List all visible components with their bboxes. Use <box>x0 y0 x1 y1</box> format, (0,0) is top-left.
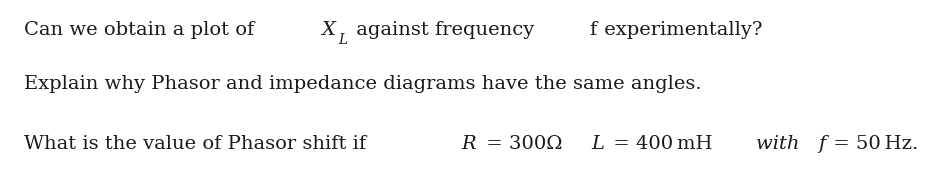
Text: Explain why Phasor and impedance diagrams have the same angles.: Explain why Phasor and impedance diagram… <box>24 75 701 93</box>
Text: f: f <box>589 21 595 39</box>
Text: experimentally?: experimentally? <box>597 21 762 39</box>
Text: X: X <box>321 21 334 39</box>
Text: R: R <box>461 135 475 153</box>
Text: against frequency: against frequency <box>350 21 540 39</box>
Text: = 50 Hz.: = 50 Hz. <box>826 135 917 153</box>
Text: = 300Ω: = 300Ω <box>479 135 568 153</box>
Text: = 400 mH: = 400 mH <box>607 135 724 153</box>
Text: Can we obtain a plot of: Can we obtain a plot of <box>24 21 260 39</box>
Text: L: L <box>591 135 604 153</box>
Text: What is the value of Phasor shift if: What is the value of Phasor shift if <box>24 135 373 153</box>
Text: f: f <box>817 135 825 153</box>
Text: with: with <box>754 135 804 153</box>
Text: L: L <box>338 33 347 47</box>
